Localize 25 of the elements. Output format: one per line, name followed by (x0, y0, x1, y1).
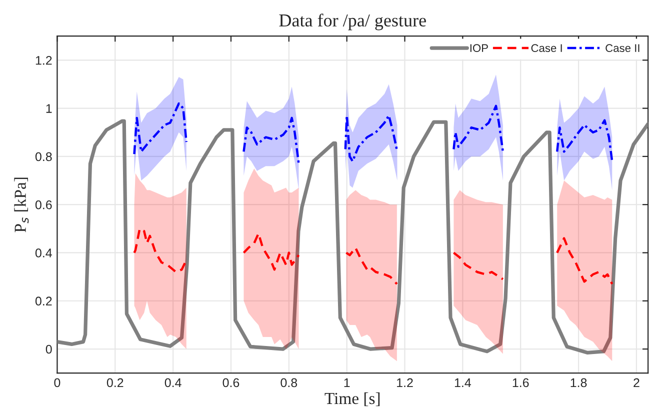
x-tick-label: 1.2 (397, 378, 413, 388)
x-tick-label: 0.2 (106, 378, 124, 388)
y-tick-label: 1 (46, 104, 52, 113)
y-tick-label: 0.6 (35, 200, 52, 210)
x-tick-label: 1.8 (570, 378, 587, 388)
x-tick-label: 1 (344, 378, 350, 388)
y-tick-label: 1.2 (36, 56, 52, 65)
legend-label: IOP (470, 44, 488, 52)
y-tick-label: 0.2 (35, 296, 52, 306)
legend-label: Case I (531, 44, 562, 52)
y-tick-label: 0.4 (35, 248, 52, 258)
x-tick-label: 0.6 (222, 378, 240, 388)
line-series (57, 119, 648, 354)
x-tick-label: 1.4 (454, 378, 472, 388)
chart-title: Data for /pa/ gesture (279, 14, 426, 30)
x-tick-label: 0 (54, 378, 60, 388)
legend-label: Case II (606, 44, 640, 52)
x-axis-title: Time [s] (324, 392, 380, 406)
y-axis-title: P$_{s}$ [kPa] (14, 178, 29, 232)
x-tick-label: 0.4 (164, 378, 182, 388)
x-tick-label: 2 (634, 378, 640, 388)
y-tick-label: 0.8 (35, 152, 52, 162)
x-tick-label: 1.6 (512, 378, 529, 388)
x-tick-label: 0.8 (280, 378, 298, 388)
y-tick-label: 0 (46, 344, 52, 354)
